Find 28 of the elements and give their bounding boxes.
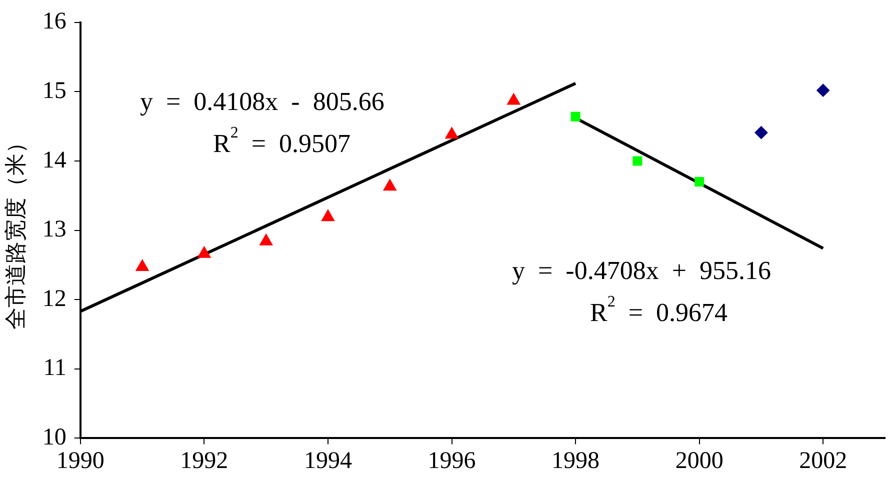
x-tick-label: 1994 (304, 448, 352, 474)
point (445, 127, 458, 139)
y-tick-label: 16 (42, 8, 66, 35)
y-axis-title: 全市道路宽度（米） (4, 131, 29, 330)
x-tick-label: 2000 (675, 448, 724, 474)
y-tick-label: 13 (42, 216, 66, 243)
point (321, 210, 335, 222)
point (632, 156, 642, 166)
point (136, 260, 149, 272)
x-tick-label: 1998 (552, 448, 600, 474)
y-tick-label: 11 (43, 355, 66, 382)
y-tick-label: 14 (42, 147, 66, 174)
x-tick-label: 2002 (799, 448, 848, 474)
y-tick-label: 12 (42, 286, 66, 312)
point (816, 84, 830, 97)
point (570, 112, 580, 122)
x-tick-label: 1992 (180, 448, 228, 474)
y-tick-label: 15 (42, 78, 66, 104)
annotation: y = -0.4708x + 955.16 (512, 256, 771, 285)
annotation: y = 0.4108x - 805.66 (140, 86, 384, 116)
point (383, 179, 396, 191)
point (198, 246, 211, 258)
point (694, 177, 704, 187)
x-tick-label: 1996 (428, 448, 476, 474)
point (260, 234, 273, 246)
x-tick-label: 1990 (56, 448, 104, 474)
y-tick-label: 10 (42, 424, 66, 450)
point (754, 126, 768, 140)
